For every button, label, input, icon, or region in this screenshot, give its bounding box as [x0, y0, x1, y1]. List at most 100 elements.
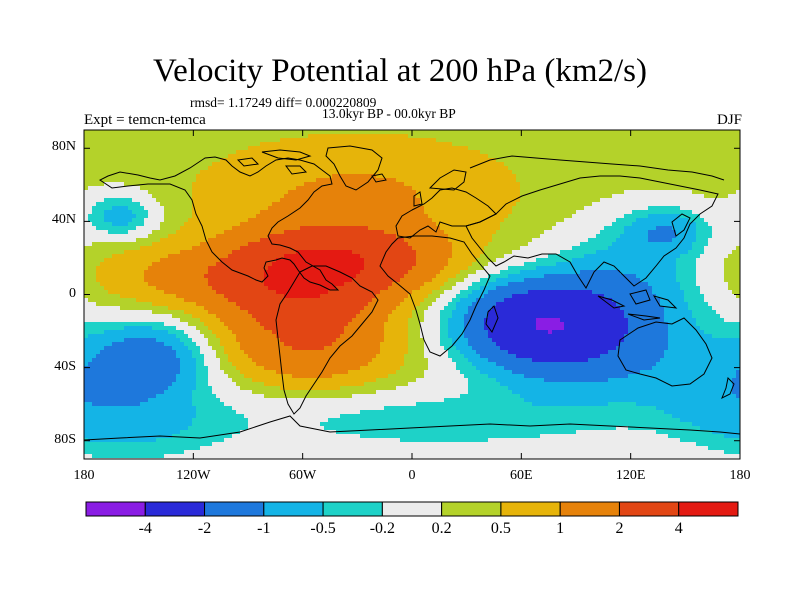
field-cell — [220, 206, 225, 211]
field-cell — [484, 210, 489, 215]
field-cell — [564, 142, 569, 147]
field-cell — [120, 226, 125, 231]
field-cell — [168, 170, 173, 175]
field-cell — [352, 206, 357, 211]
field-cell — [208, 190, 213, 195]
field-cell — [420, 146, 425, 151]
field-cell — [264, 194, 269, 199]
field-cell — [568, 234, 573, 239]
field-cell — [308, 234, 313, 239]
field-cell — [424, 162, 429, 167]
field-cell — [508, 226, 513, 231]
field-cell — [664, 194, 669, 199]
field-cell — [440, 210, 445, 215]
field-cell — [168, 206, 173, 211]
field-cell — [704, 158, 709, 163]
field-cell — [192, 182, 197, 187]
field-cell — [612, 146, 617, 151]
field-cell — [100, 150, 105, 155]
field-cell — [224, 190, 229, 195]
field-cell — [248, 154, 253, 159]
field-cell — [576, 178, 581, 183]
field-cell — [472, 178, 477, 183]
field-cell — [284, 202, 289, 207]
field-cell — [724, 222, 729, 227]
field-cell — [352, 130, 357, 135]
field-cell — [568, 170, 573, 175]
field-cell — [88, 134, 93, 139]
field-cell — [680, 190, 685, 195]
field-cell — [560, 134, 565, 139]
field-cell — [152, 202, 157, 207]
field-cell — [664, 166, 669, 171]
field-cell — [160, 174, 165, 179]
field-cell — [436, 218, 441, 223]
field-cell — [552, 146, 557, 151]
field-cell — [412, 182, 417, 187]
field-cell — [588, 178, 593, 183]
field-cell — [580, 210, 585, 215]
field-cell — [380, 186, 385, 191]
field-cell — [264, 250, 269, 255]
field-cell — [204, 210, 209, 215]
field-cell — [656, 226, 661, 231]
field-cell — [84, 218, 89, 223]
field-cell — [352, 186, 357, 191]
field-cell — [600, 246, 605, 251]
field-cell — [320, 250, 325, 255]
field-cell — [560, 210, 565, 215]
field-cell — [732, 222, 737, 227]
field-cell — [300, 210, 305, 215]
field-cell — [244, 158, 249, 163]
field-cell — [424, 214, 429, 219]
field-cell — [192, 138, 197, 143]
field-cell — [368, 174, 373, 179]
field-cell — [652, 174, 657, 179]
experiment-label: Expt = temcn-temca — [84, 112, 206, 128]
field-cell — [236, 234, 241, 239]
field-cell — [616, 202, 621, 207]
field-cell — [320, 134, 325, 139]
field-cell — [376, 158, 381, 163]
field-cell — [660, 146, 665, 151]
field-cell — [124, 146, 129, 151]
field-cell — [136, 170, 141, 175]
field-cell — [264, 166, 269, 171]
field-cell — [624, 186, 629, 191]
field-cell — [608, 214, 613, 219]
field-cell — [160, 206, 165, 211]
field-cell — [168, 158, 173, 163]
field-cell — [584, 210, 589, 215]
field-cell — [380, 242, 385, 247]
field-cell — [220, 234, 225, 239]
field-cell — [120, 234, 125, 239]
field-cell — [340, 230, 345, 235]
field-cell — [728, 130, 733, 135]
field-cell — [632, 170, 637, 175]
field-cell — [284, 162, 289, 167]
field-cell — [260, 182, 265, 187]
field-cell — [668, 210, 673, 215]
field-cell — [492, 226, 497, 231]
field-cell — [572, 170, 577, 175]
field-cell — [684, 222, 689, 227]
field-cell — [196, 230, 201, 235]
field-cell — [388, 226, 393, 231]
field-cell — [680, 134, 685, 139]
field-cell — [572, 150, 577, 155]
field-cell — [496, 218, 501, 223]
field-cell — [536, 162, 541, 167]
field-cell — [172, 146, 177, 151]
field-cell — [592, 162, 597, 167]
field-cell — [412, 130, 417, 135]
field-cell — [496, 190, 501, 195]
field-cell — [548, 146, 553, 151]
field-cell — [192, 142, 197, 147]
field-cell — [604, 226, 609, 231]
field-cell — [556, 174, 561, 179]
field-cell — [384, 154, 389, 159]
field-cell — [240, 130, 245, 135]
field-cell — [676, 186, 681, 191]
field-cell — [644, 186, 649, 191]
field-cell — [292, 202, 297, 207]
